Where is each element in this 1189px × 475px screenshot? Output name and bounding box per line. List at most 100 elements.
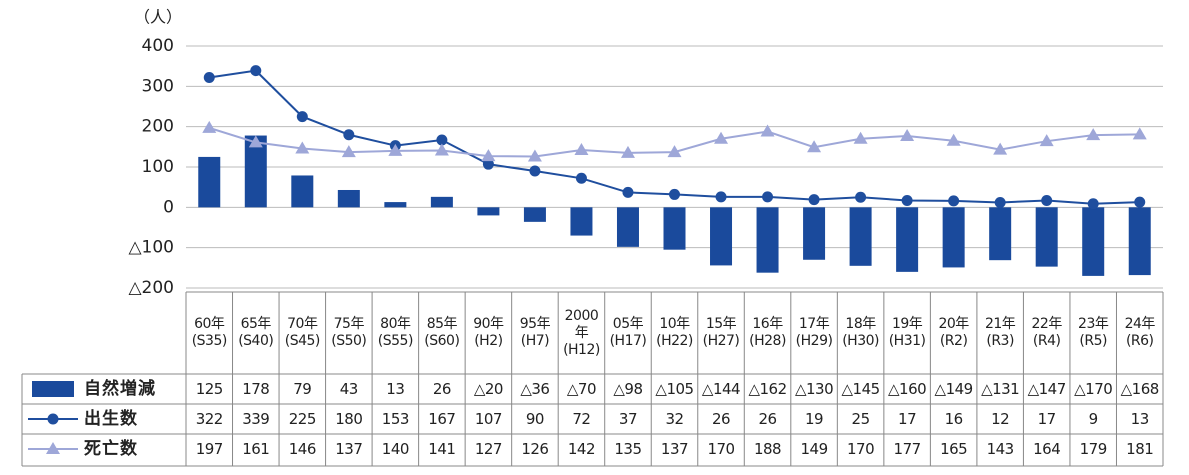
y-unit: （人） — [134, 8, 182, 27]
y-tick-label: 400 — [142, 36, 174, 56]
table-value: 146 — [288, 439, 317, 458]
bar — [803, 207, 826, 260]
x-tick-label: 95年 (H7) — [519, 316, 551, 349]
x-tick-label: 10年 (H22) — [656, 316, 693, 349]
y-tick-label: 0 — [163, 197, 174, 217]
marker — [900, 128, 915, 141]
marker — [434, 143, 449, 156]
table-value: 180 — [335, 409, 363, 428]
marker — [762, 191, 774, 203]
marker — [901, 194, 913, 206]
table-value: 339 — [242, 409, 270, 428]
table-value: 26 — [432, 379, 452, 398]
marker — [436, 134, 448, 146]
marker — [1087, 198, 1099, 210]
table-value: 125 — [195, 379, 224, 398]
marker — [482, 158, 494, 170]
table-value: 13 — [386, 379, 405, 398]
marker — [574, 143, 589, 156]
table-value: △162 — [748, 379, 787, 398]
marker — [1134, 196, 1146, 208]
marker — [808, 194, 820, 206]
marker — [1041, 194, 1053, 206]
y-tick-label: 200 — [142, 117, 174, 137]
table-value: 197 — [195, 439, 224, 458]
table-value: 13 — [1130, 409, 1150, 428]
marker — [341, 145, 356, 158]
marker — [1086, 128, 1101, 141]
marker — [203, 71, 215, 83]
bar — [523, 207, 546, 222]
bar — [570, 207, 593, 236]
table-value: △147 — [1027, 379, 1067, 398]
bar — [989, 207, 1012, 261]
x-tick-label: 75年 (S50) — [331, 316, 367, 349]
marker — [853, 131, 868, 144]
table-value: 165 — [940, 439, 968, 458]
x-tick-label: 85年 (S60) — [424, 316, 460, 349]
x-tick-label: 15年 (H27) — [702, 316, 740, 349]
table-value: 167 — [428, 409, 456, 428]
legend-icon — [47, 413, 59, 425]
table-value: △70 — [566, 379, 597, 398]
bar — [1082, 207, 1105, 276]
table-value: 43 — [339, 379, 359, 398]
table-value: △131 — [981, 379, 1020, 398]
table-value: △145 — [841, 379, 881, 398]
marker — [994, 196, 1006, 208]
x-tick-label: 22年 (R4) — [1031, 316, 1063, 349]
table-value: 127 — [474, 439, 503, 458]
table-value: 17 — [898, 409, 917, 428]
table-value: 178 — [242, 379, 270, 398]
table-value: 188 — [753, 439, 782, 458]
table-value: △149 — [934, 379, 974, 398]
marker — [855, 191, 867, 203]
bar — [384, 202, 407, 208]
legend-icon — [46, 442, 60, 454]
bar — [430, 196, 453, 208]
table-value: △98 — [613, 379, 643, 398]
table-value: 25 — [851, 409, 871, 428]
bar — [291, 175, 314, 208]
marker — [948, 195, 960, 207]
table-value: 19 — [805, 409, 824, 428]
table-value: 161 — [242, 439, 270, 458]
marker — [527, 149, 542, 162]
marker — [248, 135, 263, 148]
table-value: 12 — [991, 409, 1010, 428]
table-value: 141 — [428, 439, 456, 458]
bar — [849, 207, 872, 266]
x-tick-label: 20年 (R2) — [938, 316, 969, 349]
table-value: 177 — [893, 439, 922, 458]
table-value: △160 — [888, 379, 927, 398]
marker — [807, 140, 822, 153]
x-tick-label: 65年 (S40) — [238, 316, 274, 349]
x-tick-label: 23年 (R5) — [1078, 316, 1109, 349]
marker — [993, 142, 1008, 155]
x-tick-label: 80年 (S55) — [377, 316, 414, 349]
x-tick-label: 05年 (H17) — [609, 316, 647, 349]
table-value: 32 — [665, 409, 684, 428]
table-value: 170 — [707, 439, 735, 458]
table-value: 137 — [660, 439, 689, 458]
table-value: 140 — [381, 439, 410, 458]
legend-label: 自然増減 — [84, 378, 156, 399]
marker — [388, 143, 403, 156]
table-value: 153 — [381, 409, 410, 428]
x-tick-label: 16年 (H28) — [749, 316, 786, 349]
table-value: 26 — [758, 409, 777, 428]
table-value: 72 — [572, 409, 591, 428]
x-tick-label: 18年 (H30) — [842, 316, 879, 349]
marker — [760, 124, 775, 137]
marker — [620, 145, 635, 158]
legend-label: 死亡数 — [84, 438, 138, 459]
bar — [337, 189, 360, 208]
x-tick-label: 70年 (S45) — [284, 316, 321, 349]
bar — [244, 135, 267, 208]
bar — [1035, 207, 1058, 267]
bar — [198, 156, 221, 208]
table-value: 107 — [474, 409, 503, 428]
bar — [663, 207, 686, 250]
table-value: 9 — [1088, 409, 1099, 428]
